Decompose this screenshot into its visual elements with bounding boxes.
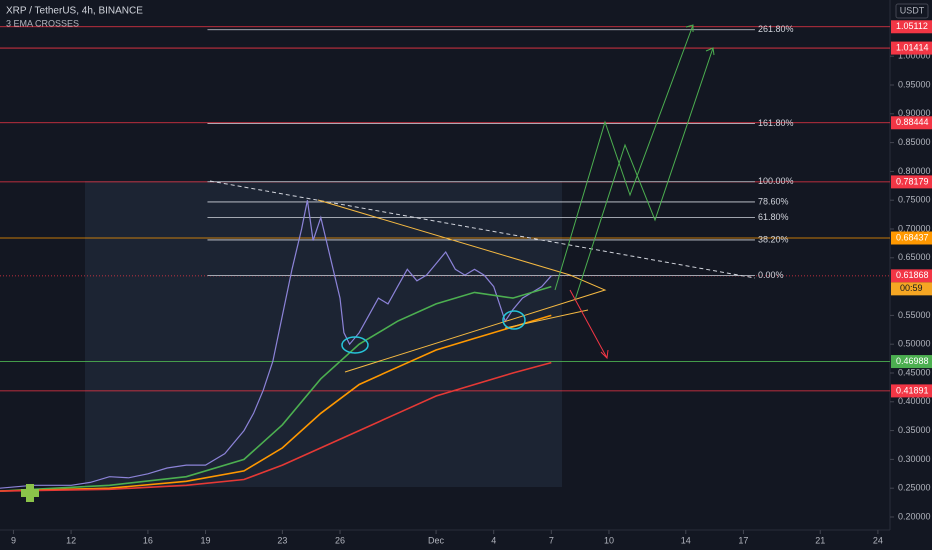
price-tag [891, 175, 932, 189]
chart-title: XRP / TetherUS, 4h, BINANCE [6, 6, 143, 17]
x-tick-label: 4 [491, 535, 496, 545]
price-tag [891, 116, 932, 130]
price-tag-label: 0.41891 [896, 385, 929, 395]
ema-line [0, 285, 552, 492]
countdown-tag [891, 282, 932, 296]
y-tick-label: 0.55000 [898, 310, 931, 320]
price-tag [891, 269, 932, 283]
x-tick-label: 23 [277, 535, 287, 545]
price-tag-label: 1.01414 [896, 42, 929, 52]
price-tag-label: 0.88444 [896, 117, 929, 127]
x-tick-label: 16 [143, 535, 153, 545]
x-tick-label: 7 [549, 535, 554, 545]
price-tag [891, 41, 932, 55]
price-tag-label: 0.68437 [896, 232, 929, 242]
triangle [317, 199, 607, 373]
y-tick-label: 0.25000 [898, 483, 931, 493]
x-tick-label: 24 [873, 535, 883, 545]
arrow-head [600, 349, 609, 360]
fib-label: 38.20% [758, 234, 789, 244]
fib-label: 78.60% [758, 196, 789, 206]
signal-icon [21, 484, 39, 502]
y-tick-label: 0.80000 [898, 166, 931, 176]
fib-label: 100.00% [758, 176, 794, 186]
y-tick-label: 0.70000 [898, 223, 931, 233]
price-tag-label: 0.78179 [896, 176, 929, 186]
price-tag [891, 231, 932, 245]
y-tick-label: 0.50000 [898, 339, 931, 349]
highlight [341, 336, 369, 354]
y-tick-label: 0.40000 [898, 396, 931, 406]
ema-line [0, 314, 552, 492]
price-tag-label: 0.46988 [896, 356, 929, 366]
currency: USDT [900, 5, 925, 15]
y-tick-label: 0.20000 [898, 511, 931, 521]
y-tick-label: 0.90000 [898, 108, 931, 118]
y-tick-label: 0.45000 [898, 367, 931, 377]
x-tick-label: 17 [738, 535, 748, 545]
arrow-head [705, 47, 715, 56]
price-tag [891, 384, 932, 398]
fib-label: 261.80% [758, 24, 794, 34]
price-tag [891, 20, 932, 34]
projection-arrow [569, 289, 608, 359]
x-tick-label: 10 [604, 535, 614, 545]
ema-line [0, 361, 552, 492]
drawings [21, 24, 756, 502]
fib-label: 161.80% [758, 118, 794, 128]
y-tick-label: 0.30000 [898, 454, 931, 464]
x-tick-label: 19 [201, 535, 211, 545]
x-tick-label: 21 [815, 535, 825, 545]
price-tag-label: 1.05112 [896, 21, 928, 31]
x-tick-label: 12 [66, 535, 76, 545]
y-tick-label: 0.85000 [898, 137, 931, 147]
x-tick-label: Dec [428, 535, 445, 545]
range-box [85, 181, 562, 487]
projection-arrow [574, 47, 714, 301]
x-tick-label: 14 [681, 535, 691, 545]
fib-label: 61.80% [758, 212, 789, 222]
y-tick-label: 0.35000 [898, 425, 931, 435]
y-tick-label: 0.95000 [898, 79, 931, 89]
highlight [502, 310, 526, 330]
countdown: 00:59 [900, 283, 923, 293]
arrow-head [685, 24, 694, 32]
y-tick-label: 0.65000 [898, 252, 931, 262]
price-tag [891, 355, 932, 369]
fib-label: 0.00% [758, 270, 784, 280]
x-tick-label: 9 [11, 535, 16, 545]
price-line-series [0, 200, 552, 489]
projection-arrow [554, 24, 694, 291]
indicator-name: 3 EMA CROSSES [6, 18, 79, 28]
x-tick-label: 26 [335, 535, 345, 545]
currency-box [895, 3, 929, 19]
y-tick-label: 1.00000 [898, 51, 931, 61]
trend-line [209, 180, 756, 279]
trend-line [504, 309, 589, 329]
y-tick-label: 0.75000 [898, 195, 931, 205]
price-tag-label: 0.61868 [896, 270, 929, 280]
